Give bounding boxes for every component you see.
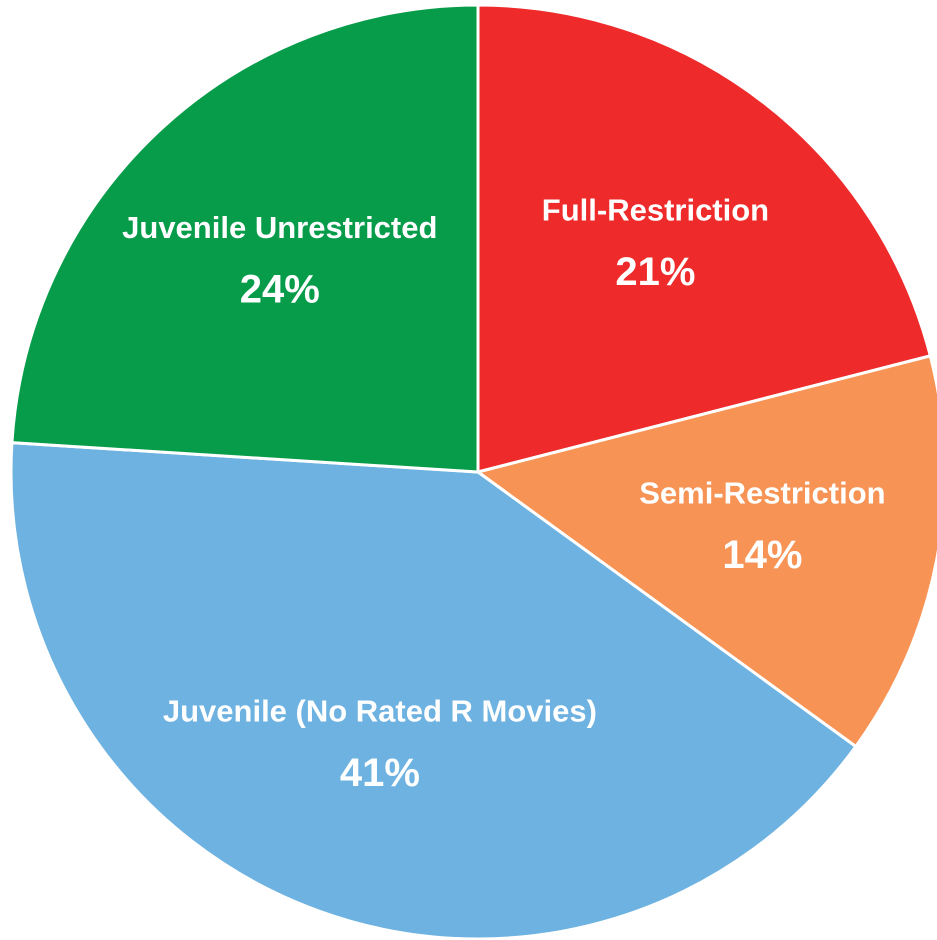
slice-label: Full-Restriction [542, 192, 769, 227]
pie-slice [9, 441, 858, 940]
slice-value: 24% [240, 267, 320, 311]
slice-label: Juvenile (No Rated R Movies) [163, 694, 597, 729]
slice-value: 21% [615, 250, 695, 294]
slice-label: Semi-Restriction [639, 475, 885, 510]
pie-slice [476, 3, 933, 474]
slice-value: 41% [340, 751, 420, 795]
slice-label: Juvenile Unrestricted [122, 210, 437, 245]
slice-value: 14% [722, 533, 802, 577]
pie-slice [10, 3, 480, 474]
